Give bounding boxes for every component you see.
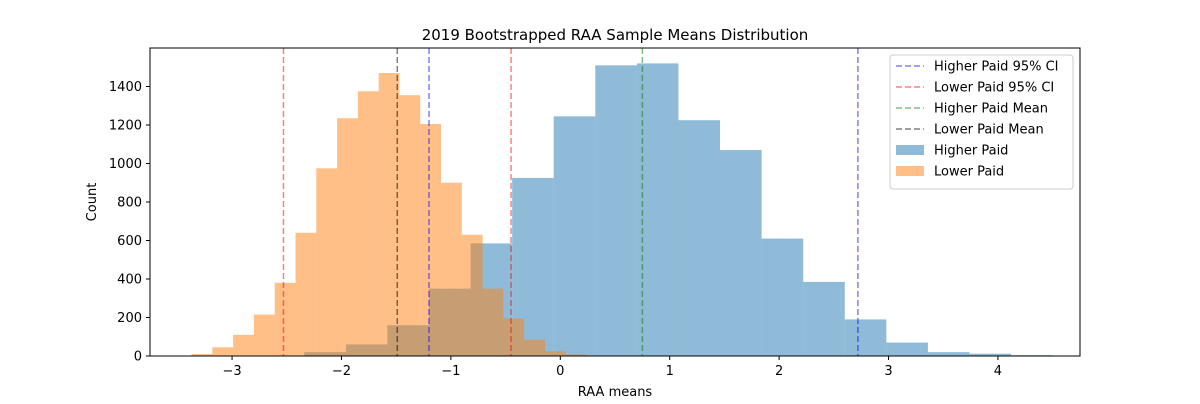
higher-paid-bar [803,282,845,356]
lower-paid-bar [337,118,358,356]
legend-label: Higher Paid Mean [934,102,1048,117]
lower-paid-bar [483,289,504,356]
lower-paid-bar [420,124,441,356]
higher-paid-bar [762,239,804,356]
x-tick-label: −3 [222,364,241,379]
x-tick-label: 0 [556,364,564,379]
x-tick-label: 1 [666,364,674,379]
lower-paid-bar [212,347,233,356]
y-axis-label: Count [85,183,100,222]
lower-paid-bar [462,235,483,356]
lower-paid-bar [399,95,420,356]
higher-paid-bar [678,120,720,356]
x-tick-label: 3 [884,364,892,379]
y-tick-label: 600 [117,234,142,249]
lower-paid-bar [275,283,296,356]
y-tick-label: 1000 [109,157,142,172]
legend-label: Higher Paid 95% CI [934,60,1059,75]
legend-label: Lower Paid 95% CI [934,81,1054,96]
legend: Higher Paid 95% CI Lower Paid 95% CI Highe… [890,55,1073,189]
x-tick-label: −1 [441,364,460,379]
higher-paid-bar [595,65,637,356]
lower-paid-bar [503,318,524,356]
lower-paid-bar [379,73,400,356]
higher-paid-bar [554,116,596,356]
x-axis-label: RAA means [578,385,653,400]
lower-paid-bar [316,168,337,356]
y-tick-label: 1400 [109,80,142,95]
lower-paid-bar [296,233,317,356]
higher-paid-bar [720,150,762,356]
legend-label: Lower Paid [934,165,1004,180]
higher-paid-bar [637,63,679,356]
legend-label: Lower Paid Mean [934,123,1044,138]
y-tick-label: 1200 [109,119,142,134]
lower-paid-bar [524,340,545,356]
x-tick-label: 2 [775,364,783,379]
higher-paid-bar [845,319,887,356]
higher-paid-bar [928,352,970,356]
legend-swatch [896,145,924,155]
lower-paid-bar [545,351,566,356]
y-axis: 0 200 400 600 800 1000 1200 1400 [109,80,150,365]
y-tick-label: 400 [117,273,142,288]
x-tick-label: 4 [994,364,1002,379]
y-tick-label: 800 [117,196,142,211]
chart-title: 2019 Bootstrapped RAA Sample Means Distr… [422,26,809,44]
y-tick-label: 0 [134,350,142,365]
lower-paid-bar [441,183,462,356]
x-tick-label: −2 [332,364,351,379]
legend-label: Higher Paid [934,144,1008,159]
legend-swatch [896,166,924,176]
lower-paid-bar [254,315,275,356]
higher-paid-bar [886,343,928,356]
lower-paid-bar [233,335,254,356]
x-axis: −3 −2 −1 0 1 2 3 4 [222,356,1002,379]
lower-paid-bar [358,91,379,356]
y-tick-label: 200 [117,311,142,326]
